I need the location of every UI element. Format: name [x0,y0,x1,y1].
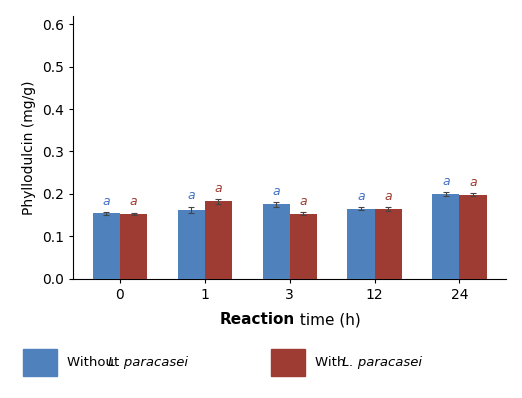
Text: L. paracasei: L. paracasei [108,356,187,369]
Bar [120,214,147,279]
Y-axis label: Phyllodulcin (mg/g): Phyllodulcin (mg/g) [22,80,37,215]
Text: a: a [469,176,477,189]
Bar [432,194,459,279]
Text: a: a [384,190,392,203]
Text: a: a [357,190,365,203]
Text: a: a [129,195,137,208]
Text: a: a [300,195,307,208]
Bar [375,209,402,279]
Text: a: a [272,185,280,198]
Text: a: a [215,182,222,195]
Text: L. paracasei: L. paracasei [342,356,422,369]
Bar [177,210,205,279]
Text: Without: Without [67,356,123,369]
Bar [348,209,375,279]
Text: a: a [102,195,110,208]
Text: a: a [442,175,450,188]
Bar [459,195,487,279]
Bar [290,214,317,279]
Bar [263,205,290,279]
Bar [205,201,232,279]
Text: a: a [187,189,195,202]
Bar [93,213,120,279]
Text: time (h): time (h) [295,312,361,328]
Text: Reaction: Reaction [220,312,295,328]
Text: With: With [315,356,349,369]
